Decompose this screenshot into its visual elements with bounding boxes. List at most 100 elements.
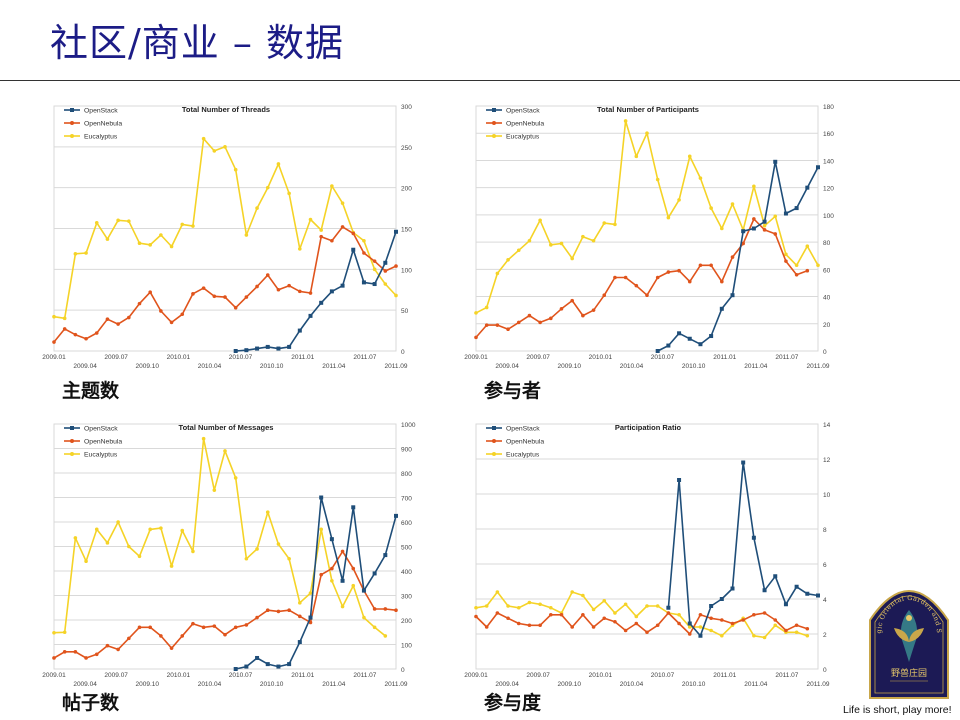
data-point-opennebula [233, 305, 238, 310]
data-point-opennebula [474, 335, 478, 340]
data-point-opennebula [362, 251, 366, 255]
data-point-opennebula [383, 269, 388, 273]
x-tick-label: 2011.04 [322, 681, 345, 688]
y-tick-label: 1000 [401, 422, 416, 429]
x-tick-label: 2011.04 [744, 363, 767, 370]
data-point-openstack [805, 591, 810, 596]
data-point-openstack [255, 655, 260, 660]
data-point-eucalyptus [340, 604, 345, 609]
chart-title: Participation Ratio [615, 423, 682, 432]
data-point-eucalyptus [94, 220, 99, 225]
data-point-opennebula [484, 625, 489, 629]
data-point-eucalyptus [484, 604, 489, 608]
y-tick-label: 300 [401, 594, 412, 601]
data-point-opennebula [623, 275, 628, 280]
data-point-eucalyptus [52, 630, 56, 635]
data-point-eucalyptus [127, 544, 131, 549]
data-point-eucalyptus [805, 244, 810, 248]
data-point-opennebula [308, 291, 313, 295]
data-point-opennebula [330, 238, 334, 243]
chart-participants: 0 20 40 60 80 100 120 140 160 180 2009.01 2009.07 20… [464, 104, 834, 370]
legend-marker [70, 426, 74, 430]
data-point-opennebula [495, 611, 500, 615]
data-point-opennebula [730, 255, 735, 259]
x-tick-label: 2009.07 [104, 354, 128, 361]
data-point-eucalyptus [137, 241, 142, 245]
y-tick-label: 8 [823, 527, 827, 534]
data-point-eucalyptus [84, 559, 88, 563]
data-point-eucalyptus [383, 282, 388, 286]
y-tick-label: 14 [823, 422, 831, 429]
data-point-opennebula [516, 320, 521, 325]
data-point-eucalyptus [495, 590, 500, 594]
data-point-eucalyptus [720, 633, 724, 638]
y-tick-label: 6 [823, 562, 827, 569]
caption-participants: 参与者 [484, 380, 542, 402]
data-point-eucalyptus [506, 604, 510, 608]
data-point-opennebula [623, 628, 628, 633]
data-point-opennebula [581, 313, 585, 318]
data-point-opennebula [298, 614, 302, 619]
data-point-opennebula [265, 608, 270, 612]
data-point-eucalyptus [169, 564, 174, 568]
data-point-openstack [666, 605, 671, 610]
data-point-eucalyptus [666, 215, 671, 220]
legend-label: Eucalyptus [84, 134, 118, 141]
data-point-opennebula [94, 652, 99, 657]
data-point-opennebula [549, 316, 553, 321]
x-tick-label: 2010.04 [620, 363, 644, 370]
y-tick-label: 12 [823, 457, 831, 464]
phoenix-emblem-icon [894, 610, 924, 662]
data-point-opennebula [805, 268, 810, 273]
data-point-openstack [308, 313, 313, 318]
chart-ratio: 0 2 4 6 8 10 12 14 2009.01 2009.07 2010.01 2010.07 2… [464, 422, 831, 688]
legend-label: OpenStack [506, 108, 540, 115]
y-tick-label: 20 [823, 322, 831, 329]
data-point-opennebula [244, 623, 249, 627]
data-point-opennebula [127, 636, 131, 641]
x-tick-label: 2009.04 [73, 363, 97, 370]
data-point-eucalyptus [159, 233, 163, 237]
data-point-eucalyptus [330, 184, 334, 188]
data-point-opennebula [613, 619, 617, 624]
legend-marker [70, 121, 74, 125]
y-tick-label: 140 [823, 158, 834, 165]
y-tick-label: 10 [823, 492, 831, 499]
data-point-opennebula [244, 295, 249, 299]
data-point-opennebula [784, 259, 788, 263]
x-tick-label: 2009.10 [558, 363, 582, 370]
data-point-eucalyptus [201, 436, 206, 441]
legend-marker [492, 426, 496, 430]
x-tick-label: 2009.07 [104, 672, 128, 679]
x-tick-label: 2009.04 [73, 681, 97, 688]
x-tick-label: 2010.10 [682, 363, 706, 370]
x-tick-label: 2010.07 [651, 672, 675, 679]
data-point-opennebula [148, 625, 152, 630]
data-point-opennebula [698, 263, 703, 268]
data-point-eucalyptus [538, 218, 542, 223]
x-tick-label: 2010.01 [167, 354, 191, 361]
x-tick-label: 2011.04 [744, 681, 767, 688]
data-point-opennebula [645, 293, 649, 297]
x-tick-label: 2011.01 [291, 354, 314, 361]
data-point-eucalyptus [223, 449, 227, 453]
data-point-eucalyptus [634, 154, 639, 159]
data-point-opennebula [340, 225, 345, 229]
data-point-openstack [287, 344, 292, 349]
data-point-opennebula [372, 259, 377, 263]
data-point-opennebula [137, 301, 142, 306]
data-point-eucalyptus [773, 623, 778, 628]
x-tick-label: 2009.01 [42, 354, 66, 361]
data-point-eucalyptus [298, 247, 302, 251]
data-point-opennebula [709, 263, 713, 268]
data-point-eucalyptus [180, 222, 185, 227]
y-tick-label: 400 [401, 569, 412, 576]
data-point-opennebula [570, 298, 574, 303]
data-point-openstack [677, 478, 682, 482]
data-point-eucalyptus [538, 602, 542, 607]
data-point-eucalyptus [127, 219, 131, 223]
data-point-eucalyptus [116, 218, 120, 223]
data-point-eucalyptus [52, 314, 56, 319]
data-point-opennebula [137, 625, 142, 630]
data-point-opennebula [116, 647, 120, 652]
